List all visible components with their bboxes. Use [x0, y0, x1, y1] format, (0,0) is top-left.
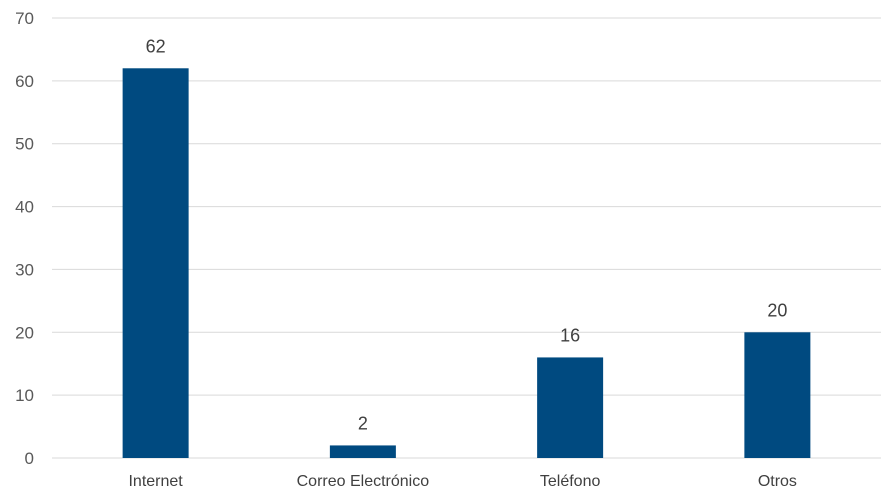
data-label: 2: [358, 413, 368, 433]
y-tick-label: 60: [15, 72, 34, 91]
gridlines: [52, 17, 881, 459]
y-tick-label: 30: [15, 260, 34, 279]
y-tick-label: 40: [15, 198, 34, 217]
y-tick-label: 20: [15, 323, 34, 342]
x-category-label: Internet: [128, 473, 183, 490]
data-labels: 62 2 16 20: [146, 36, 788, 433]
bar: [744, 332, 811, 458]
y-tick-label: 0: [25, 449, 34, 468]
x-category-label: Correo Electrónico: [297, 473, 430, 490]
x-category-label: Otros: [758, 473, 797, 490]
bar: [122, 68, 189, 459]
y-axis-ticks: 0 10 20 30 40 50 60 70: [15, 9, 34, 468]
data-label: 62: [146, 36, 166, 56]
y-tick-label: 10: [15, 386, 34, 405]
y-tick-label: 50: [15, 135, 34, 154]
bar: [329, 445, 396, 458]
data-label: 16: [560, 325, 580, 345]
bars: [122, 68, 811, 459]
x-category-label: Teléfono: [540, 473, 601, 490]
data-label: 20: [767, 300, 787, 320]
x-axis-categories: Internet Correo Electrónico Teléfono Otros: [128, 473, 796, 490]
bar: [537, 357, 604, 458]
y-tick-label: 70: [15, 9, 34, 28]
